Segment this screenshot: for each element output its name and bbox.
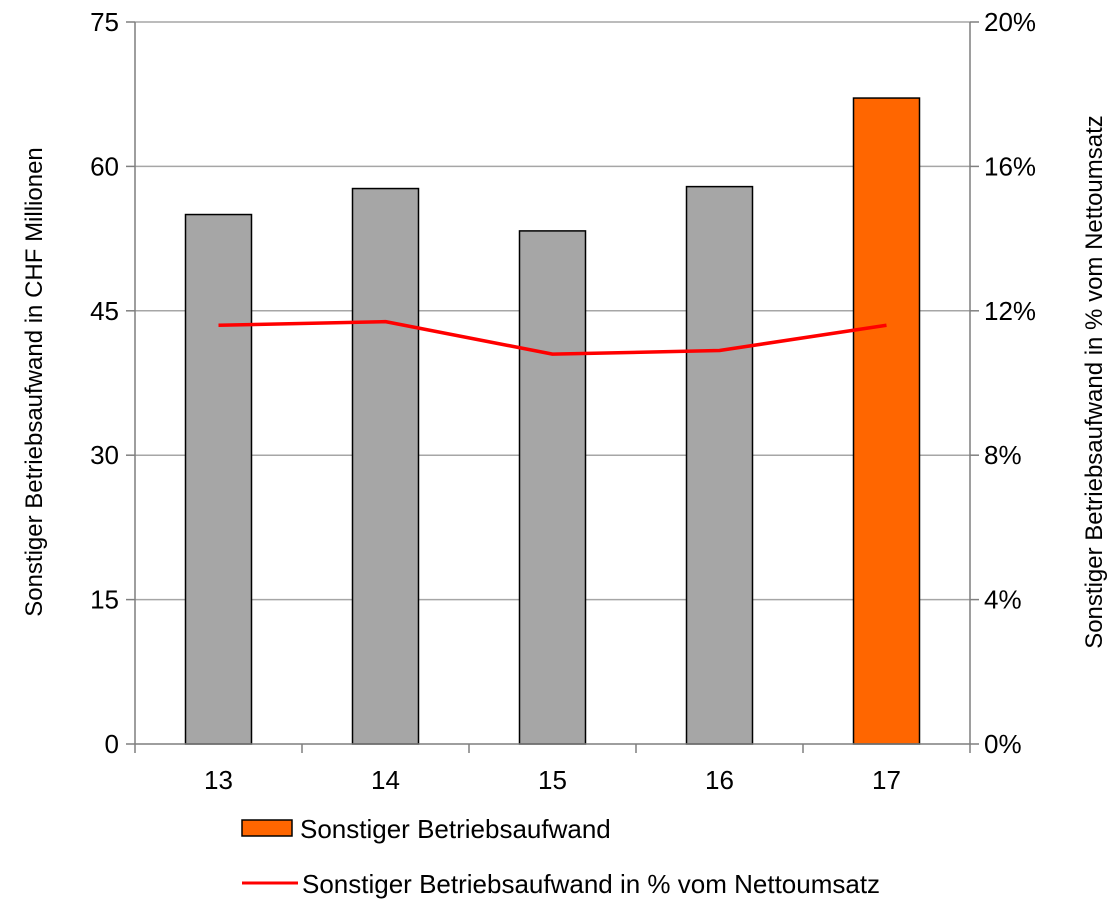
y-tick-label: 45 — [90, 296, 119, 326]
x-tick-label: 15 — [538, 765, 567, 795]
bar-series — [184, 97, 921, 745]
y2-tick-label: 4% — [984, 585, 1022, 615]
bar-15 — [518, 230, 587, 745]
legend-bar-swatch — [241, 819, 293, 837]
y2-tick-label: 20% — [984, 7, 1036, 37]
bar-17 — [852, 97, 921, 745]
y2-tick-label: 0% — [984, 729, 1022, 759]
legend-line-label: Sonstiger Betriebsaufwand in % vom Netto… — [302, 869, 880, 899]
x-tick-label: 14 — [371, 765, 400, 795]
y-tick-label: 30 — [90, 440, 119, 470]
x-tick-label: 17 — [872, 765, 901, 795]
tick-labels: 0 0% 15 4% 30 8% 45 12% 60 16% 75 20% 13 14 15 16 17 — [90, 7, 1036, 795]
y2-tick-label: 8% — [984, 440, 1022, 470]
y2-axis-title: Sonstiger Betriebsaufwand in % vom Netto… — [1081, 115, 1108, 649]
bar-16 — [685, 185, 754, 745]
x-tick-label: 13 — [204, 765, 233, 795]
y-tick-label: 15 — [90, 585, 119, 615]
y-tick-label: 0 — [105, 729, 119, 759]
y-tick-label: 75 — [90, 7, 119, 37]
line-series — [218, 319, 887, 356]
bar-13 — [184, 213, 253, 745]
legend-bar-label: Sonstiger Betriebsaufwand — [300, 814, 611, 844]
axes — [126, 21, 979, 753]
y2-tick-label: 16% — [984, 151, 1036, 181]
y-axis-title: Sonstiger Betriebsaufwand in CHF Million… — [21, 147, 48, 617]
bar-14 — [351, 187, 420, 745]
y-tick-label: 60 — [90, 151, 119, 181]
y2-tick-label: 12% — [984, 296, 1036, 326]
x-tick-label: 16 — [705, 765, 734, 795]
legend: Sonstiger Betriebsaufwand Sonstiger Betr… — [241, 814, 880, 899]
